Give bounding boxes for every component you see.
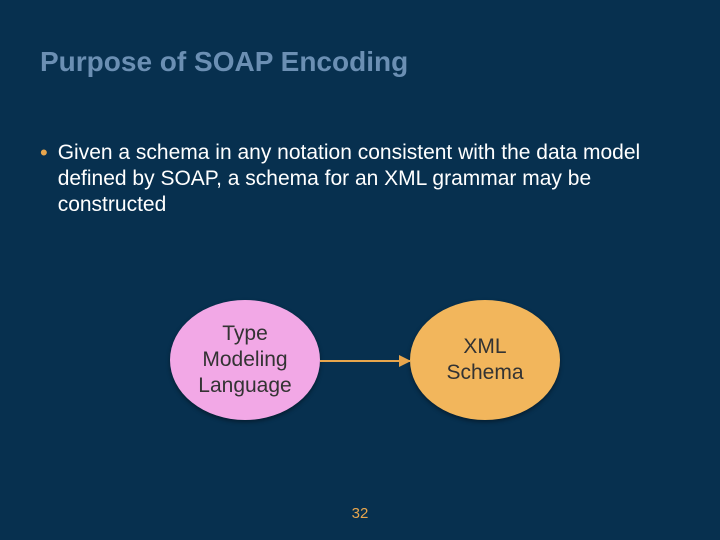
node-type-modeling-language: Type Modeling Language <box>170 300 320 420</box>
node-label: Type Modeling Language <box>198 321 291 399</box>
bullet-item: • Given a schema in any notation consist… <box>40 140 680 218</box>
node-label: XML Schema <box>446 334 523 386</box>
bullet-list: • Given a schema in any notation consist… <box>40 140 680 218</box>
slide-title: Purpose of SOAP Encoding <box>40 46 408 78</box>
arrow-head-icon <box>399 355 411 367</box>
page-number: 32 <box>0 505 720 522</box>
bullet-marker-icon: • <box>40 142 48 164</box>
arrow-line <box>320 360 410 362</box>
node-xml-schema: XML Schema <box>410 300 560 420</box>
arrow-type-to-xml <box>320 360 410 362</box>
slide: Purpose of SOAP Encoding • Given a schem… <box>0 0 720 540</box>
bullet-text: Given a schema in any notation consisten… <box>58 140 680 218</box>
diagram: Type Modeling Language XML Schema <box>0 280 720 480</box>
